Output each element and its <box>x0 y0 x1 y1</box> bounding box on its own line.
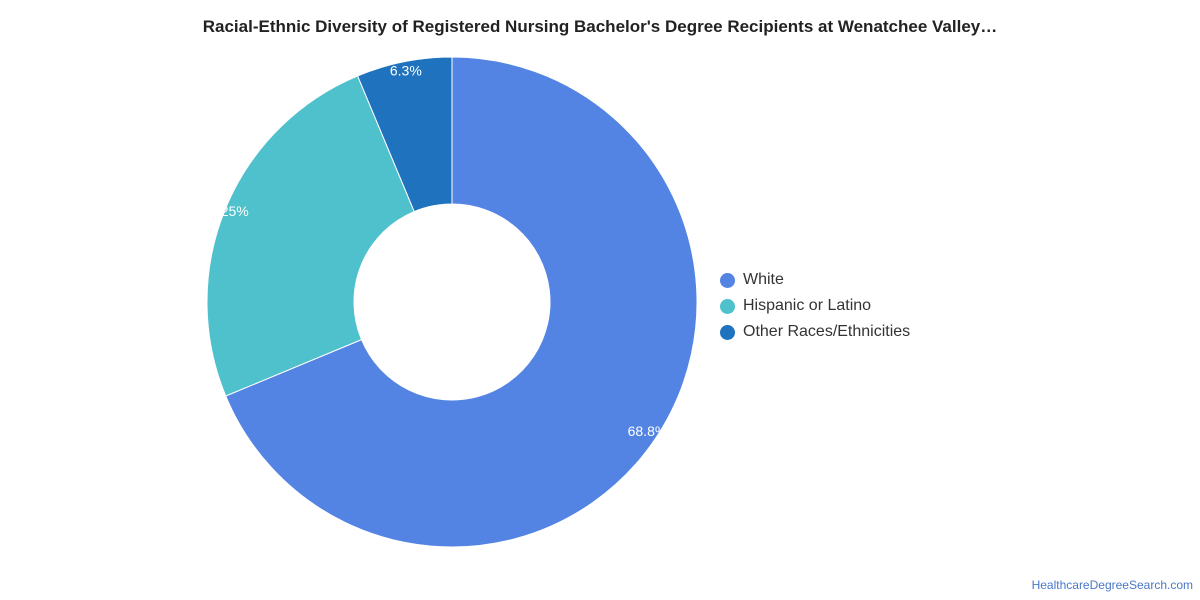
legend-item-other-races-ethnicities[interactable]: Other Races/Ethnicities <box>720 319 910 345</box>
legend-label-hispanic-or-latino: Hispanic or Latino <box>743 297 872 314</box>
legend-swatch-white <box>720 272 735 288</box>
watermark-link[interactable]: HealthcareDegreeSearch.com <box>1031 578 1193 592</box>
donut-slice-other-races-ethnicities[interactable] <box>356 56 453 213</box>
donut-slice-white[interactable] <box>225 56 698 548</box>
data-label-other-races-ethnicities: 6.3% <box>390 62 422 78</box>
data-label-hispanic-or-latino: 25% <box>221 203 249 219</box>
legend-swatch-hispanic-or-latino <box>720 298 735 314</box>
legend-label-other-races-ethnicities: Other Races/Ethnicities <box>743 323 911 340</box>
legend-swatch-other-races-ethnicities <box>720 324 735 340</box>
chart-legend: White Hispanic or Latino Other Races/Eth… <box>720 267 910 345</box>
data-label-white: 68.8% <box>628 423 668 439</box>
legend-item-hispanic-or-latino[interactable]: Hispanic or Latino <box>720 293 910 319</box>
legend-item-white[interactable]: White <box>720 267 910 293</box>
donut-slice-hispanic-or-latino[interactable] <box>206 75 415 397</box>
chart-title: Racial-Ethnic Diversity of Registered Nu… <box>202 17 998 36</box>
legend-label-white: White <box>743 271 784 288</box>
